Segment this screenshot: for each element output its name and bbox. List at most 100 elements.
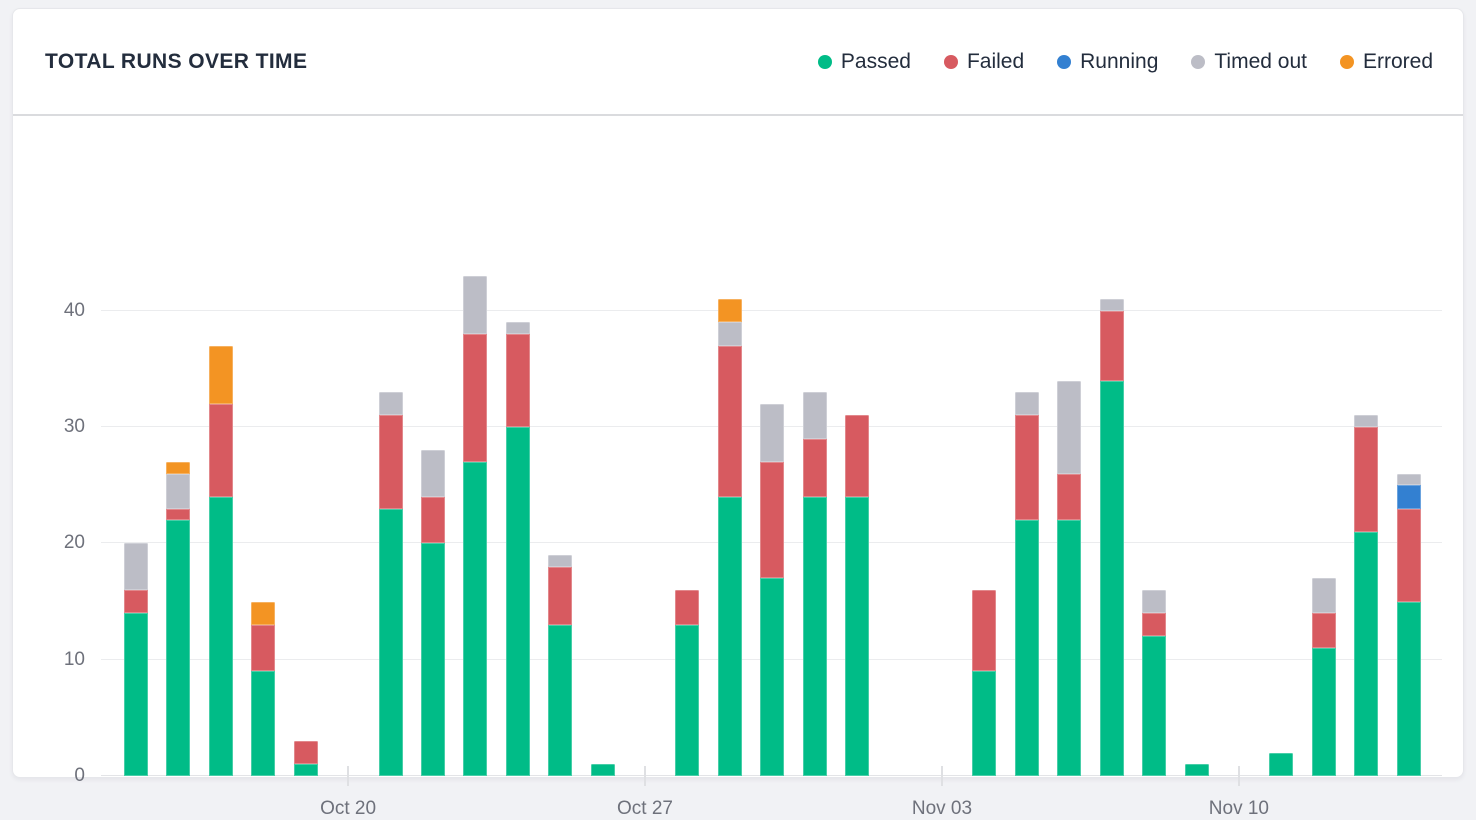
stacked-bar-16[interactable] xyxy=(802,392,827,776)
bar-segment-timed_out[interactable] xyxy=(760,403,785,462)
bar-segment-passed[interactable] xyxy=(293,764,318,776)
stacked-bar-25[interactable] xyxy=(1184,764,1209,776)
bar-segment-passed[interactable] xyxy=(420,543,445,776)
bar-segment-errored[interactable] xyxy=(717,299,742,323)
bar-segment-failed[interactable] xyxy=(1014,415,1039,521)
bar-segment-passed[interactable] xyxy=(1311,648,1336,776)
bar-segment-failed[interactable] xyxy=(208,403,233,497)
bar-segment-failed[interactable] xyxy=(548,566,573,625)
bar-segment-running[interactable] xyxy=(1396,485,1421,509)
stacked-bar-10[interactable] xyxy=(548,555,573,776)
bar-segment-passed[interactable] xyxy=(1354,531,1379,776)
bar-segment-passed[interactable] xyxy=(1396,601,1421,776)
legend-item-failed[interactable]: Failed xyxy=(943,50,1024,74)
bar-segment-timed_out[interactable] xyxy=(717,322,742,346)
bar-segment-failed[interactable] xyxy=(166,508,191,521)
bar-segment-passed[interactable] xyxy=(675,624,700,776)
stacked-bar-14[interactable] xyxy=(717,299,742,776)
bar-segment-timed_out[interactable] xyxy=(505,322,530,335)
bar-segment-passed[interactable] xyxy=(166,520,191,776)
bar-segment-timed_out[interactable] xyxy=(378,392,403,416)
bar-segment-timed_out[interactable] xyxy=(1142,589,1167,614)
bar-segment-timed_out[interactable] xyxy=(548,555,573,567)
bar-segment-failed[interactable] xyxy=(505,334,530,428)
bar-segment-passed[interactable] xyxy=(1142,636,1167,776)
stacked-bar-24[interactable] xyxy=(1142,589,1167,776)
bar-segment-failed[interactable] xyxy=(845,415,870,497)
bar-segment-passed[interactable] xyxy=(972,671,997,776)
bar-segment-timed_out[interactable] xyxy=(166,473,191,509)
stacked-bar-30[interactable] xyxy=(1396,473,1421,776)
bar-segment-passed[interactable] xyxy=(590,764,615,776)
bar-segment-errored[interactable] xyxy=(251,601,276,625)
bar-segment-timed_out[interactable] xyxy=(1057,380,1082,474)
stacked-bar-1[interactable] xyxy=(166,462,191,776)
stacked-bar-17[interactable] xyxy=(845,415,870,776)
stacked-bar-6[interactable] xyxy=(378,392,403,776)
stacked-bar-23[interactable] xyxy=(1099,299,1124,776)
bar-segment-failed[interactable] xyxy=(802,438,827,497)
bar-segment-passed[interactable] xyxy=(845,496,870,776)
legend-item-timed_out[interactable]: Timed out xyxy=(1191,50,1307,74)
stacked-bar-9[interactable] xyxy=(505,322,530,776)
bar-segment-failed[interactable] xyxy=(972,589,997,672)
bar-segment-failed[interactable] xyxy=(1099,310,1124,381)
bar-segment-failed[interactable] xyxy=(463,334,488,462)
bar-segment-passed[interactable] xyxy=(378,508,403,776)
bar-segment-passed[interactable] xyxy=(1184,764,1209,776)
stacked-bar-21[interactable] xyxy=(1014,392,1039,776)
bar-segment-failed[interactable] xyxy=(124,589,148,614)
stacked-bar-2[interactable] xyxy=(208,345,233,776)
bar-segment-passed[interactable] xyxy=(124,613,148,776)
bar-segment-passed[interactable] xyxy=(251,671,276,776)
stacked-bar-3[interactable] xyxy=(251,601,276,776)
bar-segment-failed[interactable] xyxy=(420,496,445,544)
bar-segment-passed[interactable] xyxy=(802,496,827,776)
stacked-bar-0[interactable] xyxy=(124,543,148,776)
stacked-bar-7[interactable] xyxy=(420,450,445,776)
stacked-bar-29[interactable] xyxy=(1354,415,1379,776)
bar-segment-failed[interactable] xyxy=(675,589,700,625)
stacked-bar-4[interactable] xyxy=(293,741,318,776)
bar-segment-passed[interactable] xyxy=(548,624,573,776)
legend-item-running[interactable]: Running xyxy=(1057,50,1158,74)
bar-segment-passed[interactable] xyxy=(717,496,742,776)
stacked-bar-11[interactable] xyxy=(590,764,615,776)
stacked-bar-22[interactable] xyxy=(1057,380,1082,776)
bar-segment-passed[interactable] xyxy=(1269,752,1294,776)
bar-segment-passed[interactable] xyxy=(505,427,530,776)
bar-segment-failed[interactable] xyxy=(378,415,403,509)
bar-segment-timed_out[interactable] xyxy=(1354,415,1379,428)
bar-segment-failed[interactable] xyxy=(1396,508,1421,602)
bar-segment-timed_out[interactable] xyxy=(1396,473,1421,486)
bar-segment-failed[interactable] xyxy=(760,462,785,579)
bar-segment-passed[interactable] xyxy=(1014,520,1039,776)
stacked-bar-13[interactable] xyxy=(675,589,700,776)
bar-segment-timed_out[interactable] xyxy=(1014,392,1039,416)
bar-segment-failed[interactable] xyxy=(1311,613,1336,649)
bar-segment-timed_out[interactable] xyxy=(1099,299,1124,311)
bar-segment-timed_out[interactable] xyxy=(1311,578,1336,614)
bar-segment-timed_out[interactable] xyxy=(802,392,827,439)
bar-segment-failed[interactable] xyxy=(1142,613,1167,637)
bar-segment-passed[interactable] xyxy=(1057,520,1082,776)
bar-segment-timed_out[interactable] xyxy=(463,275,488,335)
bar-segment-failed[interactable] xyxy=(293,741,318,765)
legend-item-errored[interactable]: Errored xyxy=(1339,50,1433,74)
bar-segment-failed[interactable] xyxy=(251,624,276,672)
bar-segment-errored[interactable] xyxy=(166,462,191,474)
stacked-bar-20[interactable] xyxy=(972,589,997,776)
stacked-bar-27[interactable] xyxy=(1269,752,1294,776)
bar-segment-passed[interactable] xyxy=(760,578,785,776)
stacked-bar-28[interactable] xyxy=(1311,578,1336,776)
bar-segment-failed[interactable] xyxy=(1354,427,1379,532)
bar-segment-passed[interactable] xyxy=(463,462,488,776)
bar-segment-passed[interactable] xyxy=(1099,380,1124,776)
legend-item-passed[interactable]: Passed xyxy=(817,50,911,74)
bar-segment-failed[interactable] xyxy=(717,345,742,497)
bar-segment-failed[interactable] xyxy=(1057,473,1082,521)
bar-segment-timed_out[interactable] xyxy=(420,450,445,497)
bar-segment-passed[interactable] xyxy=(208,496,233,776)
stacked-bar-15[interactable] xyxy=(760,403,785,776)
bar-segment-timed_out[interactable] xyxy=(124,543,148,590)
